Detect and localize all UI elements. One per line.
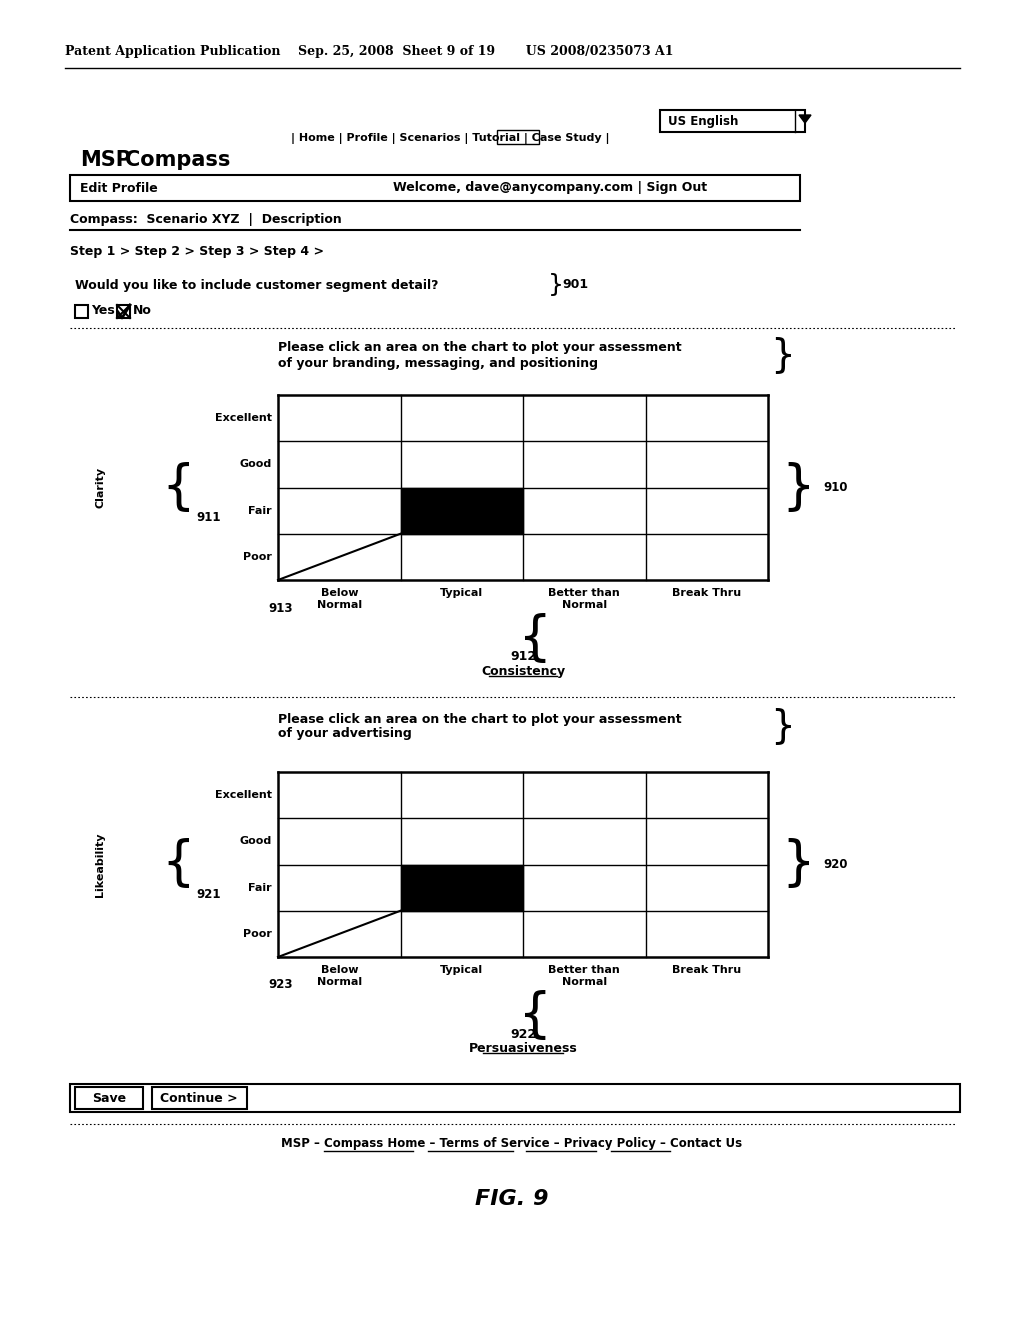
Text: Step 1 > Step 2 > Step 3 > Step 4 >: Step 1 > Step 2 > Step 3 > Step 4 > [70,246,324,259]
Text: Persuasiveness: Persuasiveness [469,1041,578,1055]
Text: Consistency: Consistency [481,664,565,677]
Text: Please click an area on the chart to plot your assessment: Please click an area on the chart to plo… [278,713,682,726]
Text: Compass: Compass [125,150,230,170]
Text: Poor: Poor [243,929,272,939]
Text: No: No [133,305,152,318]
Text: Break Thru: Break Thru [672,587,741,598]
Text: of your advertising: of your advertising [278,727,412,741]
Text: Please click an area on the chart to plot your assessment: Please click an area on the chart to plo… [278,342,682,355]
Text: Likeability: Likeability [95,832,105,896]
Text: }: } [781,838,815,891]
Text: Continue >: Continue > [160,1092,238,1105]
Text: Excellent: Excellent [215,791,272,800]
Text: {: { [161,462,195,513]
Bar [117,305,130,318]
Text: }: } [770,337,795,374]
Text: Poor: Poor [243,552,272,562]
Text: Compass:  Scenario XYZ  |  Description: Compass: Scenario XYZ | Description [70,214,342,227]
Text: Fair: Fair [249,506,272,516]
Text: Yes: Yes [91,305,115,318]
Text: 922: 922 [510,1027,536,1040]
Text: Good: Good [240,837,272,846]
Text: }: } [506,609,540,661]
Text: | Home | Profile | Scenarios | Tutorial | Case Study |: | Home | Profile | Scenarios | Tutorial … [291,132,609,144]
Text: Below
Normal: Below Normal [316,965,361,986]
Bar [497,129,539,144]
Polygon shape [799,115,811,123]
Bar [75,1086,143,1109]
Text: Typical: Typical [440,587,483,598]
Text: Better than
Normal: Better than Normal [549,587,621,610]
Text: Fair: Fair [249,883,272,892]
Text: of your branding, messaging, and positioning: of your branding, messaging, and positio… [278,356,598,370]
Text: Patent Application Publication    Sep. 25, 2008  Sheet 9 of 19       US 2008/023: Patent Application Publication Sep. 25, … [65,45,674,58]
Text: 901: 901 [562,279,588,292]
Text: Better than
Normal: Better than Normal [549,965,621,986]
Text: FIG. 9: FIG. 9 [475,1189,549,1209]
Text: Clarity: Clarity [95,467,105,508]
Text: 913: 913 [268,602,293,615]
Text: 911: 911 [196,511,220,524]
Bar [660,110,805,132]
Text: {: { [161,838,195,891]
Bar [70,1084,961,1111]
Text: MSP – Compass Home – Terms of Service – Privacy Policy – Contact Us: MSP – Compass Home – Terms of Service – … [282,1138,742,1151]
Bar [75,305,88,318]
Text: Save: Save [92,1092,126,1105]
Text: }: } [781,462,815,513]
Text: Break Thru: Break Thru [672,965,741,975]
Text: Would you like to include customer segment detail?: Would you like to include customer segme… [75,279,438,292]
Text: Excellent: Excellent [215,413,272,424]
Text: }: } [770,708,795,744]
Text: Below
Normal: Below Normal [316,587,361,610]
Text: US English: US English [668,115,738,128]
Bar [70,176,800,201]
Text: Welcome, dave@anycompany.com | Sign Out: Welcome, dave@anycompany.com | Sign Out [393,181,707,194]
Bar [400,865,523,911]
Bar [152,1086,247,1109]
Text: }: } [548,273,564,297]
Text: MSP: MSP [80,150,131,170]
Text: 920: 920 [823,858,848,871]
Text: Good: Good [240,459,272,470]
Text: 923: 923 [268,978,293,991]
Text: 921: 921 [196,888,220,902]
Text: Typical: Typical [440,965,483,975]
Text: 910: 910 [823,480,848,494]
Text: }: } [506,986,540,1038]
Text: 912: 912 [510,651,536,664]
Bar [400,487,523,533]
Text: Edit Profile: Edit Profile [80,181,158,194]
